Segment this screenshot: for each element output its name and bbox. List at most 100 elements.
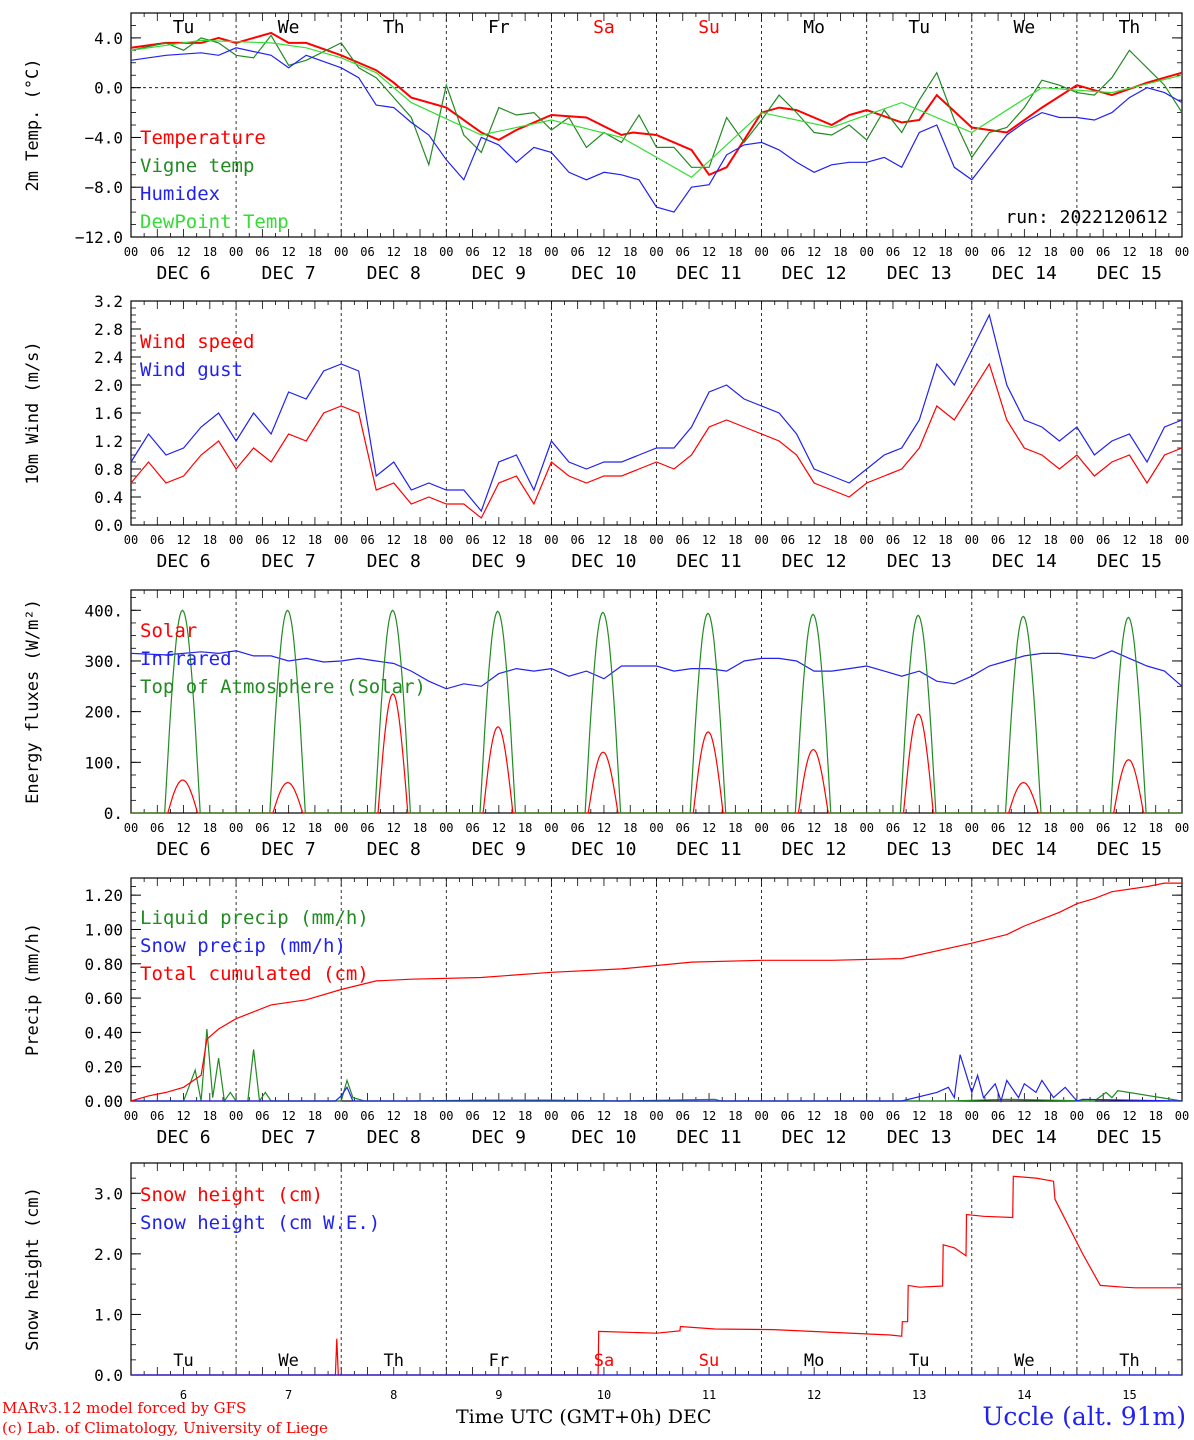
hour-tick-label: 18 — [1043, 533, 1057, 547]
y-tick-label: 400. — [84, 601, 123, 620]
hour-tick-label: 00 — [544, 1109, 558, 1123]
hour-tick-label: 06 — [676, 821, 690, 835]
hour-tick-label: 12 — [807, 1109, 821, 1123]
hour-tick-label: 00 — [859, 533, 873, 547]
hour-tick-label: 00 — [334, 1109, 348, 1123]
hour-tick-label: 12 — [702, 821, 716, 835]
chart-labels: 4.0 0.0 −4.0 −8.0 −12.0 2m Temp. (°C) Tu We Th Fr… — [23, 17, 1189, 1402]
y-tick-label: 0.0 — [94, 516, 123, 535]
hour-tick-label: 06 — [360, 1109, 374, 1123]
hour-tick-label: 12 — [807, 245, 821, 259]
date-label: DEC 13 — [887, 551, 952, 572]
hour-tick-label: 12 — [387, 245, 401, 259]
date-label: DEC 6 — [156, 551, 210, 572]
hour-tick-label: 00 — [754, 821, 768, 835]
hour-tick-label: 00 — [1070, 1109, 1084, 1123]
date-label: DEC 15 — [1097, 551, 1162, 572]
hour-tick-label: 18 — [308, 1109, 322, 1123]
hour-tick-label: 18 — [518, 1109, 532, 1123]
hour-tick-label: 18 — [203, 821, 217, 835]
hour-tick-label: 06 — [991, 533, 1005, 547]
weekday-label: Su — [698, 17, 720, 38]
hour-tick-label: 12 — [597, 821, 611, 835]
hour-tick-label: 00 — [124, 821, 138, 835]
series-snow-height-cm- — [131, 1175, 1182, 1376]
hour-tick-label: 06 — [1096, 533, 1110, 547]
hour-tick-label: 00 — [124, 1109, 138, 1123]
hour-tick-label: 06 — [781, 1109, 795, 1123]
legend-entry: DewPoint Temp — [140, 211, 289, 233]
day-number-label: 6 — [180, 1388, 187, 1402]
date-label: DEC 12 — [782, 263, 847, 284]
y-tick-label: 2.8 — [94, 320, 123, 339]
y-axis-label: 10m Wind (m/s) — [23, 341, 43, 484]
weekday-label: Th — [1119, 1351, 1139, 1371]
weekday-label: Sa — [594, 1351, 614, 1371]
hour-tick-label: 06 — [360, 533, 374, 547]
hour-tick-label: 00 — [754, 533, 768, 547]
weekday-label: Tu — [909, 1351, 929, 1371]
hour-tick-label: 06 — [465, 533, 479, 547]
hour-tick-label: 18 — [938, 821, 952, 835]
hour-tick-label: 12 — [176, 1109, 190, 1123]
date-label: DEC 10 — [571, 1127, 636, 1148]
hour-tick-label: 18 — [203, 533, 217, 547]
hour-tick-label: 06 — [991, 1109, 1005, 1123]
hour-tick-label: 00 — [965, 245, 979, 259]
date-label: DEC 9 — [472, 1127, 526, 1148]
hour-tick-label: 12 — [912, 821, 926, 835]
hour-tick-label: 12 — [1017, 533, 1031, 547]
hour-tick-label: 12 — [492, 821, 506, 835]
hour-tick-label: 12 — [176, 533, 190, 547]
hour-tick-label: 18 — [413, 821, 427, 835]
x-axis-title: Time UTC (GMT+0h) DEC — [456, 1406, 712, 1428]
hour-tick-label: 00 — [754, 245, 768, 259]
hour-tick-label: 00 — [859, 821, 873, 835]
hour-tick-label: 12 — [1122, 245, 1136, 259]
date-label: DEC 8 — [367, 263, 421, 284]
y-axis-label: 2m Temp. (°C) — [23, 58, 43, 191]
run-label: run: 2022120612 — [1005, 207, 1168, 228]
date-label: DEC 6 — [156, 839, 210, 860]
hour-tick-label: 00 — [1070, 533, 1084, 547]
hour-tick-label: 12 — [702, 245, 716, 259]
hour-tick-label: 00 — [229, 245, 243, 259]
date-label: DEC 14 — [992, 551, 1057, 572]
legend-entry: Liquid precip (mm/h) — [140, 907, 369, 929]
date-label: DEC 10 — [571, 263, 636, 284]
hour-tick-label: 12 — [492, 533, 506, 547]
y-tick-label: 1.00 — [84, 920, 123, 939]
hour-tick-label: 06 — [255, 821, 269, 835]
hour-tick-label: 06 — [570, 821, 584, 835]
hour-tick-label: 00 — [649, 245, 663, 259]
y-tick-label: 1.0 — [94, 1305, 123, 1324]
hour-tick-label: 06 — [360, 245, 374, 259]
y-tick-label: 1.20 — [84, 886, 123, 905]
legend-entry: Infrared — [140, 648, 232, 670]
date-label: DEC 8 — [367, 839, 421, 860]
hour-tick-label: 18 — [1148, 533, 1162, 547]
y-tick-label: 3.0 — [94, 1184, 123, 1203]
hour-tick-label: 18 — [518, 245, 532, 259]
hour-tick-label: 06 — [1096, 245, 1110, 259]
series-snow-precip-mm-h- — [131, 1054, 1183, 1104]
hour-tick-label: 00 — [334, 533, 348, 547]
y-tick-label: 0.4 — [94, 488, 123, 507]
hour-tick-label: 12 — [281, 821, 295, 835]
hour-tick-label: 12 — [1017, 821, 1031, 835]
series-humidex — [130, 47, 1183, 213]
legend-entry: Vigne temp — [140, 155, 254, 177]
hour-tick-label: 00 — [334, 245, 348, 259]
y-tick-label: 0.0 — [94, 79, 123, 98]
hour-tick-label: 18 — [728, 245, 742, 259]
date-label: DEC 9 — [472, 551, 526, 572]
legend-entry: Wind gust — [140, 359, 243, 381]
hour-tick-label: 12 — [492, 245, 506, 259]
series-temperature — [130, 31, 1183, 177]
y-tick-label: 3.2 — [94, 292, 123, 311]
date-label: DEC 7 — [262, 839, 316, 860]
hour-tick-label: 18 — [938, 1109, 952, 1123]
weekday-label: Fr — [489, 1351, 509, 1371]
hour-tick-label: 00 — [1175, 533, 1189, 547]
day-number-label: 14 — [1017, 1388, 1031, 1402]
